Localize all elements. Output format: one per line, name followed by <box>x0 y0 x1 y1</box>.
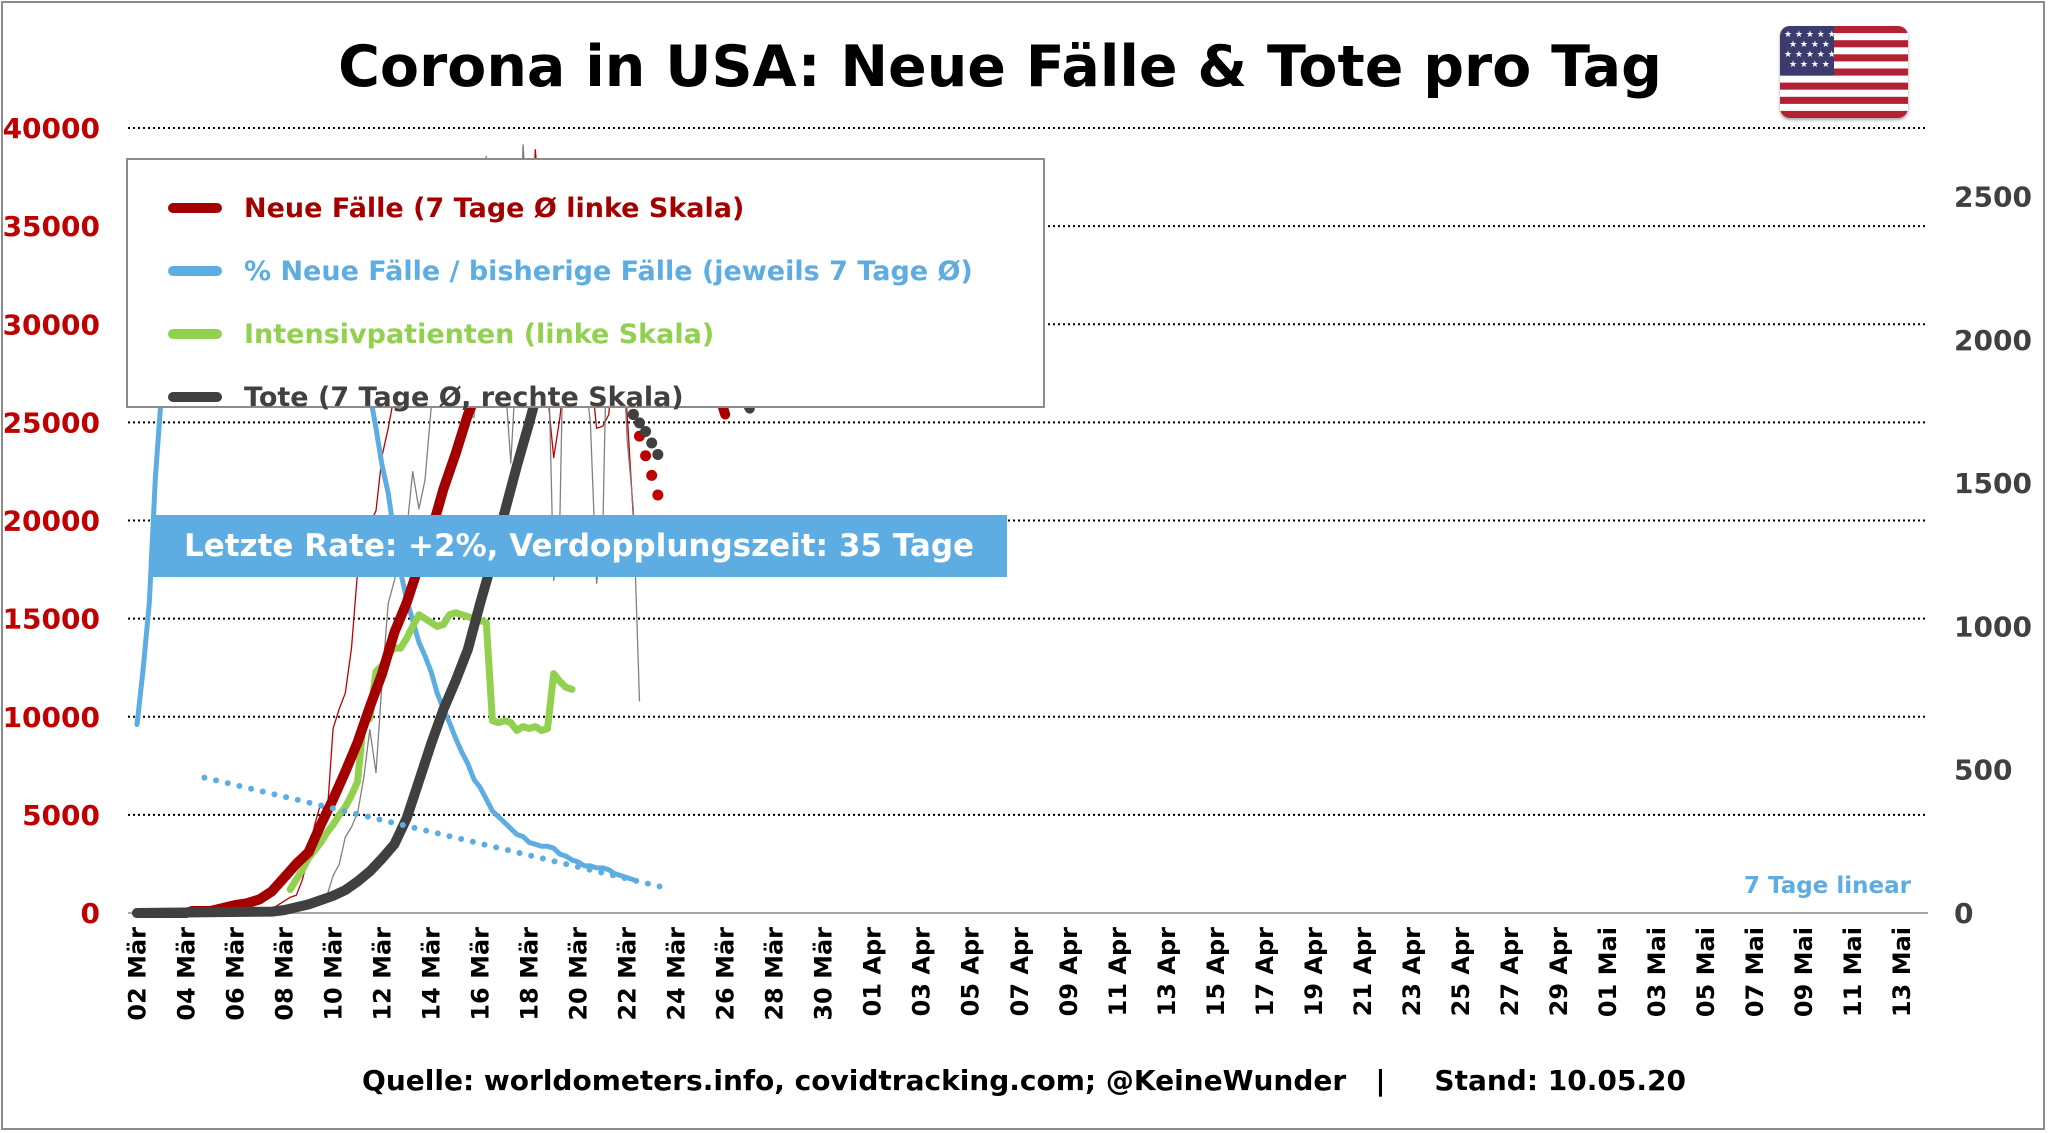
x-tick-label: 21 Apr <box>1349 927 1377 1017</box>
y-tick-left: 10000 <box>3 701 100 734</box>
x-tick-label: 15 Apr <box>1202 927 1230 1017</box>
x-tick-label: 09 Mai <box>1790 927 1818 1017</box>
point-cases_forecast <box>640 450 652 462</box>
x-tick-label: 20 Mär <box>565 927 593 1021</box>
x-tick-label: 13 Apr <box>1153 927 1181 1017</box>
x-tick-label: 12 Mär <box>369 927 397 1021</box>
legend-swatch-icu <box>168 329 222 339</box>
x-tick-label: 01 Apr <box>859 927 887 1017</box>
series-growth_pct <box>134 390 636 883</box>
x-tick-label: 28 Mär <box>761 927 789 1021</box>
series-icu <box>286 609 576 893</box>
x-tick-label: 18 Mär <box>516 927 544 1021</box>
y-tick-left: 15000 <box>3 603 100 636</box>
y-tick-left: 5000 <box>22 799 100 832</box>
x-tick-label: 30 Mär <box>810 927 838 1021</box>
legend-swatch-growth <box>168 266 222 276</box>
legend-swatch-deaths <box>168 392 222 402</box>
chart-title: Corona in USA: Neue Fälle & Tote pro Tag <box>338 34 1662 100</box>
point-deaths_forecast <box>646 437 658 449</box>
x-tick-label: 10 Mär <box>319 927 347 1021</box>
x-axis: 02 Mär 04 Mär 06 Mär 08 Mär 10 Mär 12 Mär 14 M… <box>123 927 1916 1021</box>
series-growth_trend <box>201 774 667 891</box>
y-tick-left: 30000 <box>3 308 100 341</box>
x-tick-label: 26 Mär <box>712 927 740 1021</box>
x-tick-label: 05 Apr <box>957 927 985 1017</box>
y-tick-right: 1000 <box>1954 610 2032 643</box>
legend-label: % Neue Fälle / bisherige Fälle (jeweils … <box>244 255 973 287</box>
us-flag-icon: ★ ★ ★ ★ ★ ★ ★ ★ ★ ★ ★ ★ ★ ★ ★ ★ ★ ★ <box>1780 26 1908 118</box>
legend-swatch-cases <box>168 203 222 213</box>
y-tick-left: 0 <box>81 897 100 930</box>
source-footer: Quelle: worldometers.info, covidtracking… <box>362 1064 1686 1097</box>
x-tick-label: 03 Apr <box>908 927 936 1017</box>
left-y-axis: 0 5000 10000 15000 20000 25000 30000 35000 40000 <box>3 112 100 930</box>
x-tick-label: 25 Apr <box>1447 927 1475 1017</box>
point-cases_forecast <box>646 469 658 481</box>
x-tick-label: 24 Mär <box>663 927 691 1021</box>
x-tick-label: 19 Apr <box>1300 927 1328 1017</box>
trend-label: 7 Tage linear <box>1744 873 1912 899</box>
x-tick-label: 14 Mär <box>418 927 446 1021</box>
x-tick-label: 23 Apr <box>1398 927 1426 1017</box>
y-tick-right: 500 <box>1954 754 2012 787</box>
legend-item-growth: % Neue Fälle / bisherige Fälle (jeweils … <box>168 251 973 291</box>
legend-label: Intensivpatienten (linke Skala) <box>244 318 715 350</box>
x-tick-label: 05 Mai <box>1692 927 1720 1017</box>
legend-label: Tote (7 Tage Ø, rechte Skala) <box>244 381 684 413</box>
point-deaths_forecast <box>652 448 664 460</box>
svg-text:★ ★ ★ ★: ★ ★ ★ ★ <box>1789 60 1830 70</box>
x-tick-label: 06 Mär <box>221 927 249 1021</box>
x-tick-label: 22 Mär <box>614 927 642 1021</box>
svg-text:★ ★ ★ ★ ★: ★ ★ ★ ★ ★ <box>1784 50 1836 60</box>
right-y-axis: 0 500 1000 1500 2000 2500 <box>1954 180 2032 930</box>
legend-item-icu: Intensivpatienten (linke Skala) <box>168 314 714 354</box>
legend-label: Neue Fälle (7 Tage Ø linke Skala) <box>244 192 745 224</box>
x-tick-label: 02 Mär <box>123 927 151 1021</box>
legend-item-deaths: Tote (7 Tage Ø, rechte Skala) <box>168 377 684 417</box>
y-tick-left: 25000 <box>3 406 100 439</box>
x-tick-label: 13 Mai <box>1888 927 1916 1017</box>
rate-callout: Letzte Rate: +2%, Verdopplungszeit: 35 T… <box>151 515 1007 577</box>
y-tick-left: 35000 <box>3 210 100 243</box>
y-tick-right: 0 <box>1954 897 1973 930</box>
legend: Neue Fälle (7 Tage Ø linke Skala) % Neue… <box>126 158 1045 413</box>
y-tick-left: 20000 <box>3 505 100 538</box>
x-tick-label: 07 Apr <box>1006 927 1034 1017</box>
x-tick-label: 09 Apr <box>1055 927 1083 1017</box>
x-tick-label: 27 Apr <box>1496 927 1524 1017</box>
point-deaths_forecast <box>633 417 645 429</box>
x-tick-label: 11 Mai <box>1839 927 1867 1017</box>
x-tick-label: 16 Mär <box>467 927 495 1021</box>
svg-text:★ ★ ★ ★ ★: ★ ★ ★ ★ ★ <box>1784 30 1836 40</box>
x-tick-label: 03 Mai <box>1643 927 1671 1017</box>
y-tick-right: 1500 <box>1954 467 2032 500</box>
y-tick-right: 2000 <box>1954 324 2032 357</box>
y-tick-left: 40000 <box>3 112 100 145</box>
point-cases_forecast <box>652 489 664 501</box>
legend-item-cases: Neue Fälle (7 Tage Ø linke Skala) <box>168 188 744 228</box>
x-tick-label: 17 Apr <box>1251 927 1279 1017</box>
x-tick-label: 11 Apr <box>1104 927 1132 1017</box>
svg-text:★ ★ ★ ★: ★ ★ ★ ★ <box>1789 40 1830 50</box>
point-deaths_forecast <box>640 426 652 438</box>
x-tick-label: 08 Mär <box>270 927 298 1021</box>
x-tick-label: 07 Mai <box>1741 927 1769 1017</box>
y-tick-right: 2500 <box>1954 180 2032 213</box>
x-tick-label: 04 Mär <box>172 927 200 1021</box>
point-deaths_forecast <box>627 408 639 420</box>
x-tick-label: 01 Mai <box>1594 927 1622 1017</box>
x-tick-label: 29 Apr <box>1545 927 1573 1017</box>
